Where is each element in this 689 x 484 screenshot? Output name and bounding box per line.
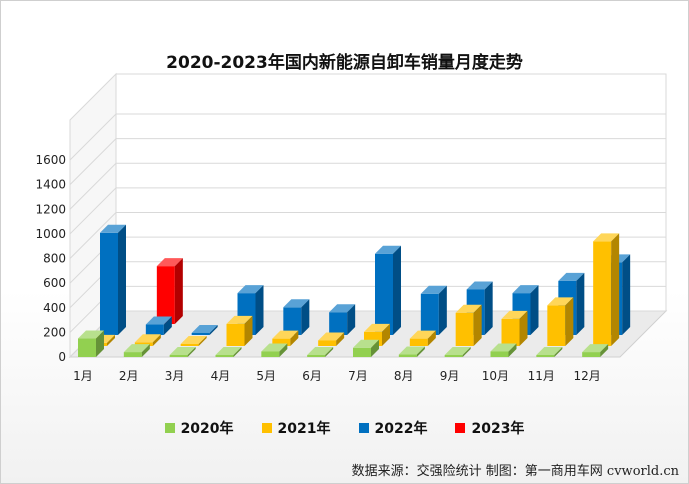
bar-2022年-3月 xyxy=(191,325,218,335)
bar-2022年-1月 xyxy=(100,224,126,335)
bar-2022年-7月 xyxy=(375,245,401,335)
bar-2021年-6月 xyxy=(318,332,345,346)
legend-label: 2021年 xyxy=(277,421,331,437)
bar-2020年-9月 xyxy=(444,347,471,357)
legend-swatch xyxy=(455,423,466,433)
chart-title: 2020-2023年国内新能源自卸车销量月度走势 xyxy=(166,53,523,73)
y-tick-label: 800 xyxy=(43,252,66,266)
chart-legend: 2020年 2021年 2022年 2023年 xyxy=(0,418,689,438)
gridline xyxy=(69,212,666,259)
x-tick-label: 12月 xyxy=(573,369,600,383)
y-tick-label: 1200 xyxy=(35,202,66,216)
bar-2020年-6月 xyxy=(307,347,334,357)
x-tick-label: 4月 xyxy=(211,369,231,383)
legend-item: 2023年 xyxy=(455,418,524,438)
y-axis: 0 200 400 600 800 1000 1200 1400 1600 xyxy=(35,153,66,364)
legend-swatch xyxy=(261,423,272,433)
y-tick-label: 200 xyxy=(43,325,66,339)
bar-2021年-3月 xyxy=(180,336,207,346)
x-tick-label: 6月 xyxy=(302,369,322,383)
legend-label: 2023年 xyxy=(471,421,525,437)
bar-2021年-8月 xyxy=(409,330,436,346)
bar-2022年-2月 xyxy=(145,316,172,335)
legend-swatch xyxy=(164,423,175,433)
x-tick-label: 2月 xyxy=(119,369,139,383)
bar-2022年-6月 xyxy=(329,304,356,335)
bar-2020年-4月 xyxy=(215,347,242,357)
bar-2022年-5月 xyxy=(283,299,310,335)
bar-2021年-9月 xyxy=(455,304,482,346)
x-tick-label: 5月 xyxy=(256,369,276,383)
legend-item: 2021年 xyxy=(261,418,331,438)
bar-2020年-11月 xyxy=(536,347,563,357)
bar-2023年-2月 xyxy=(156,258,183,324)
legend-label: 2022年 xyxy=(374,421,428,437)
bar-2020年-1月 xyxy=(78,330,104,357)
x-axis: 1月 2月 3月 4月 5月 6月 7月 8月 9月 10月 11月 12月 xyxy=(73,369,601,383)
source-note: 数据来源：交强险统计 制图：第一商用车网 cvworld.cn xyxy=(351,464,679,479)
chart-bars xyxy=(78,224,631,357)
gridline xyxy=(69,162,666,210)
y-tick-label: 600 xyxy=(43,276,66,290)
bar-2021年-5月 xyxy=(272,330,299,346)
bar-2021年-12月 xyxy=(593,233,620,346)
bar-2020年-2月 xyxy=(123,344,150,357)
y-tick-label: 0 xyxy=(58,350,66,364)
bar-2020年-5月 xyxy=(261,343,288,357)
legend-swatch xyxy=(358,423,369,433)
x-tick-label: 9月 xyxy=(440,369,460,383)
bar-2020年-10月 xyxy=(490,343,517,357)
x-tick-label: 8月 xyxy=(394,369,414,383)
x-tick-label: 7月 xyxy=(348,369,368,383)
bar-2020年-7月 xyxy=(353,339,379,357)
legend-item: 2022年 xyxy=(358,418,428,438)
x-tick-label: 10月 xyxy=(482,369,509,383)
x-tick-label: 1月 xyxy=(73,369,93,383)
gridline xyxy=(69,187,666,235)
y-tick-label: 1400 xyxy=(35,178,66,192)
bar-2020年-3月 xyxy=(169,347,196,357)
bar-2021年-11月 xyxy=(547,297,574,346)
gridline xyxy=(69,113,666,161)
legend-label: 2020年 xyxy=(180,421,234,437)
bar-2020年-8月 xyxy=(398,346,425,357)
bar-2022年-8月 xyxy=(420,285,447,335)
bar-2021年-10月 xyxy=(501,310,528,346)
x-tick-label: 11月 xyxy=(528,369,555,383)
legend-item: 2020年 xyxy=(164,418,234,438)
x-tick-label: 3月 xyxy=(165,369,185,383)
y-tick-label: 1000 xyxy=(35,227,66,241)
gridline xyxy=(69,138,666,185)
bar-2020年-12月 xyxy=(582,344,609,357)
y-tick-label: 400 xyxy=(43,301,66,315)
y-tick-label: 1600 xyxy=(35,153,66,167)
bar-2021年-4月 xyxy=(226,315,253,346)
